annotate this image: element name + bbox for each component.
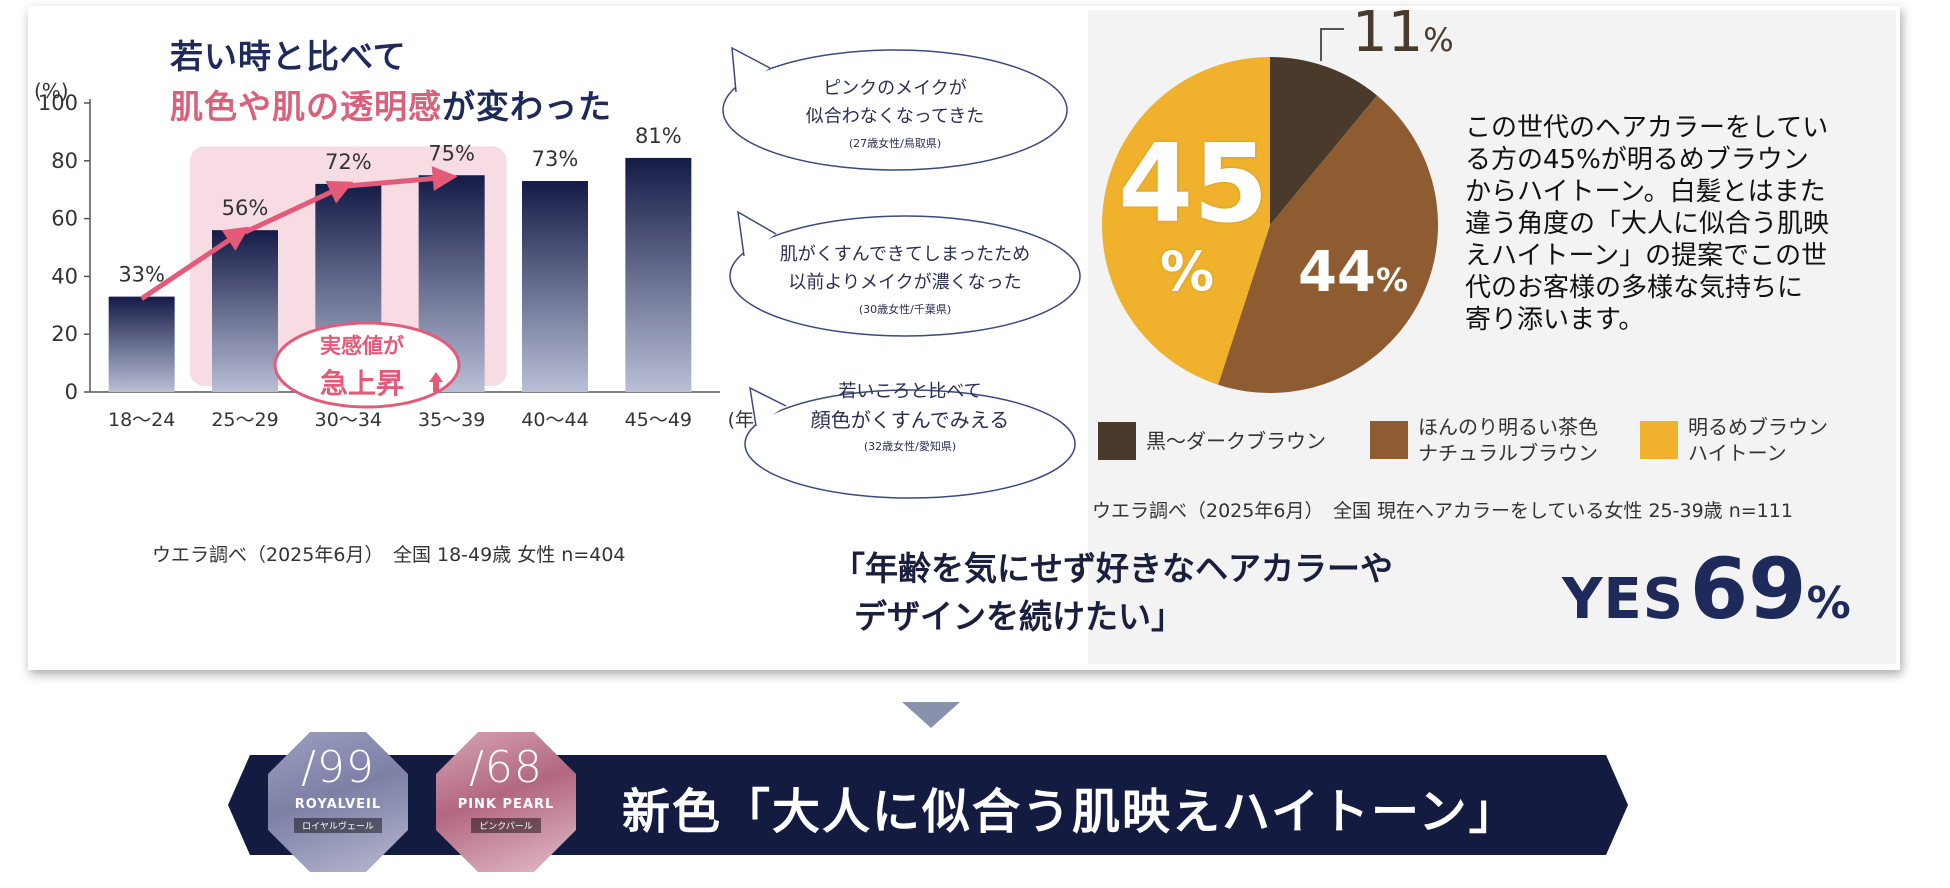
yes-number: 69: [1689, 540, 1807, 638]
bubble-comment-3: 若いころと比べて 顔色がくすんでみえる (32歳女性/愛知県): [745, 378, 1075, 454]
comment-bubbles: [722, 46, 1081, 499]
hair-color-pie-chart: [1102, 57, 1438, 394]
x-tick-label: 18〜24: [108, 409, 175, 431]
y-tick-label: 0: [65, 380, 78, 404]
y-tick-label: 100: [38, 91, 78, 115]
description-line-3: からハイトーン。白髪とはまた: [1465, 177, 1826, 207]
bar-45〜49: [625, 157, 692, 392]
x-tick-label: 30〜34: [315, 409, 382, 431]
pie-label-44-number: 44: [1298, 240, 1376, 305]
pie-label-44-unit: %: [1375, 261, 1408, 299]
chart-title-rest: が変わった: [442, 87, 612, 126]
age-bar-chart: (%) 0 20 40 60 80 100 33% 18〜24 56% 25〜29 72% 30〜34…: [34, 79, 780, 431]
pie-slice-2: [1102, 57, 1270, 385]
quote-line-1: 「年齢を気にせず好きなヘアカラーや: [832, 549, 1393, 588]
bubble-3-attribution: (32歳女性/愛知県): [863, 440, 957, 453]
yes-result: YES 69%: [1562, 540, 1851, 638]
bar-value-label: 75%: [428, 141, 475, 165]
legend-swatch-dark-brown: [1098, 422, 1136, 460]
legend-swatch-natural-brown: [1370, 421, 1408, 459]
bar-18〜24: [108, 296, 175, 392]
surge-badge: 実感値が 急上昇: [282, 330, 442, 402]
bubble-1-line1: ピンクのメイクが: [823, 78, 967, 99]
trend-arrow: [348, 166, 458, 192]
trend-arrow: [243, 180, 354, 235]
quote-line-2: デザインを続けたい」: [854, 597, 1184, 636]
pie-slice-0: [1270, 57, 1378, 225]
description-line-2: る方の45%が明るめブラウン: [1465, 145, 1809, 175]
description-line-7: 寄り添います。: [1465, 305, 1645, 335]
pie-label-45-number: 45: [1118, 122, 1269, 247]
pie-slice-1: [1218, 95, 1438, 394]
royalveil-name: ROYALVEIL: [294, 797, 382, 812]
pie-chart-note: ウエラ調べ（2025年6月） 全国 現在ヘアカラーをしている女性 25-39歳 …: [1092, 500, 1793, 522]
bar-value-label: 72%: [325, 150, 372, 174]
bar-value-label: 33%: [118, 263, 165, 287]
surge-badge-line1: 実感値が: [320, 334, 404, 358]
pie-label-45-unit: %: [1160, 240, 1215, 303]
y-tick-label: 60: [51, 207, 78, 231]
bubble-2-attribution: (30歳女性/千葉県): [858, 303, 952, 316]
x-tick-label: 25〜29: [211, 409, 278, 431]
bubble-1-attribution: (27歳女性/鳥取県): [848, 137, 942, 150]
legend-item-dark-brown: 黒〜ダークブラウン: [1098, 422, 1326, 460]
y-tick-label: 80: [51, 149, 78, 173]
bubble-comment-2: 肌がくすんできてしまったため 以前よりメイクが濃くなった (30歳女性/千葉県): [730, 241, 1080, 317]
y-unit-label: (%): [34, 79, 69, 103]
legend-label-dark-brown: 黒〜ダークブラウン: [1146, 429, 1326, 453]
chart-title-line1: 若い時と比べて: [170, 37, 407, 76]
y-tick-label: 40: [51, 264, 78, 288]
legend-label-high-tone: 明るめブラウン ハイトーン: [1688, 415, 1828, 465]
x-tick-label: 45〜49: [625, 409, 692, 431]
royalveil-badge: /99 ROYALVEIL ロイヤルヴェール: [268, 732, 408, 872]
pie-label-11-number: 11: [1352, 0, 1424, 65]
chart-title-highlight: 肌色や肌の透明感: [170, 87, 442, 126]
pinkpearl-number: /68: [469, 742, 543, 793]
bar-value-label: 73%: [532, 147, 579, 171]
bar-value-label: 81%: [635, 124, 682, 148]
pinkpearl-kana: ピンクパール: [471, 818, 541, 833]
quote-text: 「年齢を気にせず好きなヘアカラーや デザインを続けたい」: [832, 545, 1393, 641]
description-line-4: 違う角度の「大人に似合う肌映: [1465, 209, 1830, 239]
description-line-1: この世代のヘアカラーをしてい: [1465, 113, 1829, 143]
x-tick-label: 40〜44: [521, 409, 588, 431]
surge-badge-line2: 急上昇: [319, 367, 404, 400]
description-line-6: 代のお客様の多様な気持ちに: [1465, 273, 1804, 303]
bubble-1-line2: 似合わなくなってきた: [805, 106, 985, 127]
bubble-2-line2: 以前よりメイクが濃くなった: [788, 272, 1022, 293]
up-arrow-icon: [429, 372, 443, 392]
pie-leader-line: [1320, 28, 1344, 61]
x-tick-label: 35〜39: [418, 409, 485, 431]
legend-label-natural-brown: ほんのり明るい茶色 ナチュラルブラウン: [1418, 415, 1598, 465]
bubble-comment-1: ピンクのメイクが 似合わなくなってきた (27歳女性/鳥取県): [720, 75, 1070, 151]
bar-value-label: 56%: [222, 196, 269, 220]
pie-label-11-unit: %: [1423, 21, 1454, 59]
royalveil-number: /99: [301, 742, 375, 793]
pinkpearl-badge: /68 PINK PEARL ピンクパール: [436, 732, 576, 872]
trend-arrow: [140, 226, 250, 301]
banner-text: 新色「大人に似合う肌映えハイトーン」: [622, 784, 1519, 840]
description-text: この世代のヘアカラーをしてい る方の45%が明るめブラウン からハイトーン。白髪…: [1465, 112, 1829, 336]
pinkpearl-name: PINK PEARL: [457, 797, 555, 812]
royalveil-kana: ロイヤルヴェール: [294, 818, 382, 833]
description-line-5: えハイトーン」の提案でこの世: [1465, 241, 1828, 271]
y-tick-label: 20: [51, 322, 78, 346]
yes-unit: %: [1806, 578, 1851, 629]
bubble-3-line2: 顔色がくすんでみえる: [810, 408, 1010, 432]
legend-item-high-tone: 明るめブラウン ハイトーン: [1640, 414, 1828, 466]
bar-40〜44: [522, 181, 588, 392]
chart-title-line2: 肌色や肌の透明感が変わった: [170, 80, 612, 128]
bar-25〜29: [212, 230, 278, 392]
pie-label-44: 44%: [1298, 240, 1408, 305]
surge-badge-shape: [273, 321, 461, 409]
legend-swatch-high-tone: [1640, 421, 1678, 459]
down-triangle-icon: [902, 702, 960, 728]
bubble-3-line1: 若いころと比べて: [838, 381, 982, 402]
bar-chart-note: ウエラ調べ（2025年6月） 全国 18-49歳 女性 n=404: [152, 544, 626, 566]
bubble-2-line1: 肌がくすんできてしまったため: [779, 244, 1031, 265]
legend-item-natural-brown: ほんのり明るい茶色 ナチュラルブラウン: [1370, 414, 1598, 466]
yes-word: YES: [1562, 567, 1685, 632]
pie-label-11: 11%: [1352, 0, 1454, 65]
